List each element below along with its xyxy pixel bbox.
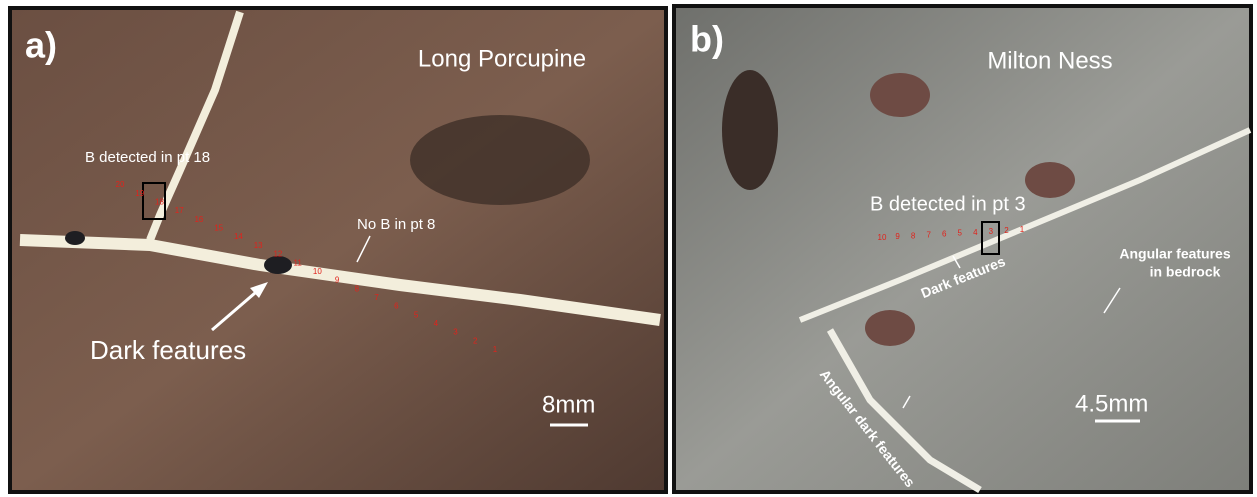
point-label: 9 [895,232,900,241]
point-label: 16 [194,215,203,224]
scale-label: 8mm [542,391,595,418]
point-label: 11 [293,258,302,267]
title: Long Porcupine [418,45,586,72]
point-label: 4 [434,319,439,328]
rock [870,73,930,117]
box [142,182,166,220]
point-label: 3 [453,328,458,337]
arrow [356,235,371,263]
point-label: 2 [473,336,478,345]
vein [19,234,661,326]
point-label: 9 [335,276,340,285]
rock [865,310,915,346]
annotation: Angular features [1119,246,1230,262]
point-label: 4 [973,228,978,237]
point-label: 14 [234,232,243,241]
panel-label: b) [690,19,724,60]
annotation: B detected in pt 3 [870,193,1026,215]
panel-a-image [12,10,664,490]
point-label: 18 [155,197,164,206]
scale-label: 4.5mm [1075,390,1148,417]
annotation: Dark features [90,335,246,365]
point-label: 6 [942,230,947,239]
point-label: 19 [135,189,144,198]
point-label: 12 [273,250,282,259]
point-label: 13 [254,241,263,250]
panel-label: a) [25,25,57,66]
point-label: 2 [1004,226,1009,235]
vein [798,127,1252,323]
rock [1025,162,1075,198]
dark-feature [65,231,85,245]
point-label: 1 [1020,225,1025,234]
shadow [410,115,590,205]
point-label: 7 [374,293,379,302]
title: Milton Ness [987,47,1112,74]
point-label: 8 [911,231,916,240]
arrow [952,255,961,269]
vein [146,10,244,242]
panel-b-image [676,8,1249,490]
point-label: 15 [214,224,223,233]
point-label: 5 [958,229,963,238]
vein [826,328,982,494]
point-label: 8 [355,284,360,293]
arrowhead [250,282,268,298]
arrow [902,395,911,409]
point-label: 1 [493,345,498,354]
arrow [211,285,263,332]
point-label: 17 [175,206,184,215]
point-label: 10 [313,267,322,276]
arrow [1103,287,1121,314]
annotation: No B in pt 8 [357,216,435,233]
box [981,221,1000,255]
rock [722,70,778,190]
point-label: 7 [926,230,931,239]
point-label: 10 [878,233,887,242]
point-label: 6 [394,302,399,311]
annotation: B detected in pt 18 [85,149,210,166]
point-label: 3 [989,227,994,236]
point-label: 5 [414,310,419,319]
point-label: 20 [116,180,125,189]
dark-feature [264,256,292,274]
annotation: in bedrock [1150,264,1221,280]
